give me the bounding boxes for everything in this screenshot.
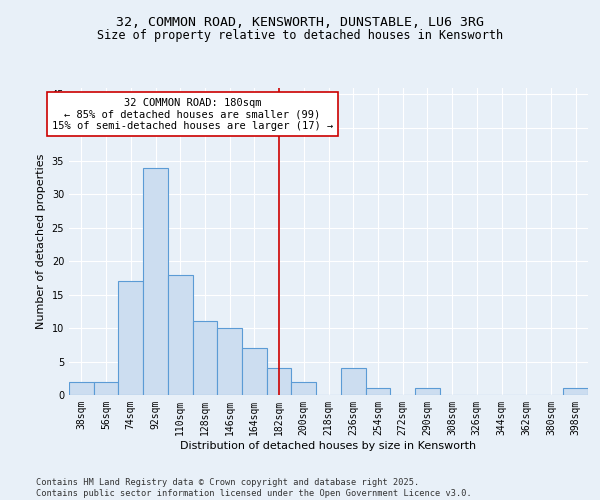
Bar [415,388,440,395]
Bar [168,274,193,395]
Bar [217,328,242,395]
Bar [365,388,390,395]
Text: 32 COMMON ROAD: 180sqm
← 85% of detached houses are smaller (99)
15% of semi-det: 32 COMMON ROAD: 180sqm ← 85% of detached… [52,98,333,130]
Bar [341,368,365,395]
Bar [118,282,143,395]
Bar [69,382,94,395]
Y-axis label: Number of detached properties: Number of detached properties [36,154,46,329]
Bar [292,382,316,395]
Bar [267,368,292,395]
Bar [563,388,588,395]
Text: Contains HM Land Registry data © Crown copyright and database right 2025.
Contai: Contains HM Land Registry data © Crown c… [36,478,472,498]
Bar [94,382,118,395]
Text: Size of property relative to detached houses in Kensworth: Size of property relative to detached ho… [97,29,503,42]
Text: 32, COMMON ROAD, KENSWORTH, DUNSTABLE, LU6 3RG: 32, COMMON ROAD, KENSWORTH, DUNSTABLE, L… [116,16,484,29]
Bar [143,168,168,395]
Bar [193,322,217,395]
X-axis label: Distribution of detached houses by size in Kensworth: Distribution of detached houses by size … [181,440,476,450]
Bar [242,348,267,395]
